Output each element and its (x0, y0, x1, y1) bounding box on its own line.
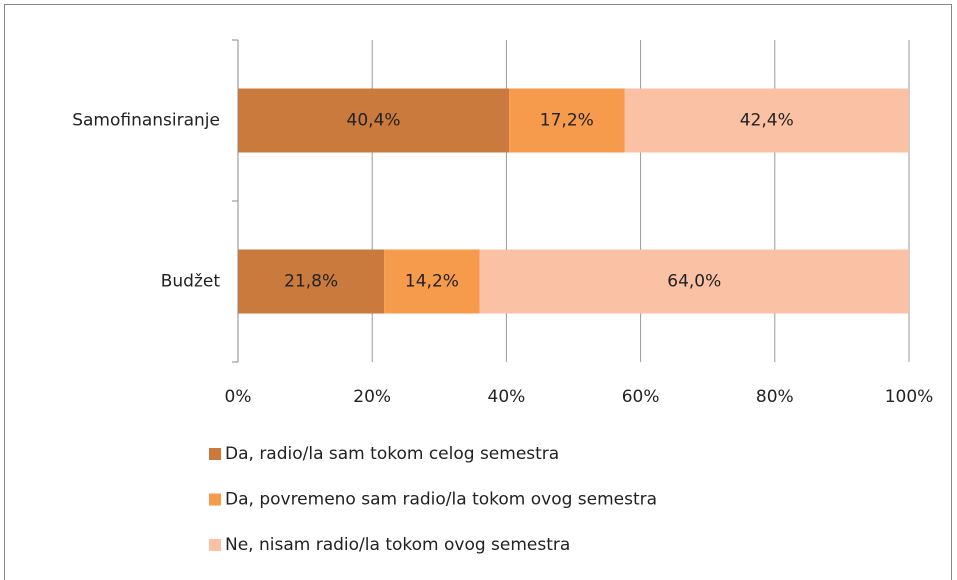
legend-label: Da, povremeno sam radio/la tokom ovog se… (225, 490, 657, 510)
bar-segment (238, 249, 385, 314)
data-label: 17,2% (540, 111, 594, 131)
legend-swatch (209, 539, 221, 551)
y-tick-label: Samofinansiranje (72, 111, 220, 131)
x-tick-label: 20% (353, 387, 391, 407)
legend-swatch (209, 493, 221, 506)
data-label: 40,4% (347, 111, 401, 131)
bar-segment (479, 249, 909, 314)
x-tick-label: 80% (756, 387, 794, 407)
y-tick-label: Budžet (161, 272, 221, 292)
bar-segment (624, 88, 909, 153)
x-tick-label: 40% (488, 387, 526, 407)
x-tick-label: 60% (622, 387, 660, 407)
chart-border (4, 4, 952, 580)
legend-label: Ne, nisam radio/la tokom ovog semestra (225, 535, 570, 555)
data-label: 64,0% (667, 272, 721, 292)
legend-label: Da, radio/la sam tokom celog semestra (225, 444, 559, 464)
data-label: 14,2% (405, 272, 459, 292)
bar-segment (238, 88, 510, 153)
x-tick-label: 0% (225, 387, 252, 407)
data-label: 42,4% (740, 111, 794, 131)
bar-segment (509, 88, 625, 153)
bar-segment (384, 249, 480, 314)
legend-swatch (209, 448, 221, 460)
data-label: 21,8% (284, 272, 338, 292)
x-tick-label: 100% (885, 387, 934, 407)
